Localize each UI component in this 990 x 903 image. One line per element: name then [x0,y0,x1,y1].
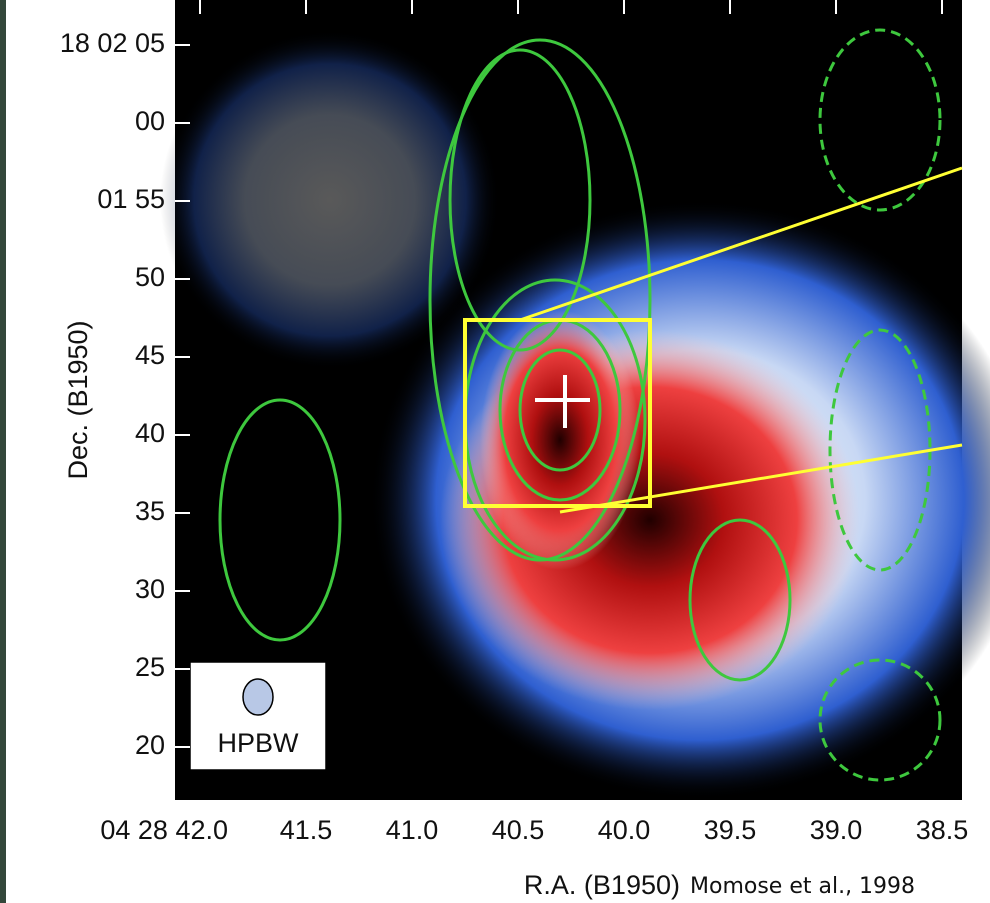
y-tick-label: 50 [135,262,165,292]
y-tick-label: 01 55 [97,184,165,214]
x-tick-label: 40.5 [492,815,545,845]
x-tick-label: 39.0 [810,815,863,845]
x-tick-label: 41.0 [386,815,439,845]
y-tick-label: 35 [135,496,165,526]
y-axis-label: Dec. (B1950) [63,320,93,479]
y-tick-label: 20 [135,730,165,760]
beam-label: HPBW [218,728,300,758]
x-tick-label: 41.5 [280,815,333,845]
y-tick-label: 25 [135,652,165,682]
y-tick-label: 30 [135,574,165,604]
x-axis-label: R.A. (B1950) [524,870,680,900]
image [160,0,990,800]
y-tick-label: 45 [135,340,165,370]
credit: Momose et al., 1998 [690,874,915,899]
x-tick-label: 39.5 [704,815,757,845]
x-tick-label: 40.0 [598,815,651,845]
y-tick-label: 40 [135,418,165,448]
y-tick-label: 18 02 05 [60,28,165,58]
x-tick-label: 04 28 42.0 [100,815,228,845]
x-tick-label: 38.5 [916,815,969,845]
y-tick-label: 00 [135,106,165,136]
